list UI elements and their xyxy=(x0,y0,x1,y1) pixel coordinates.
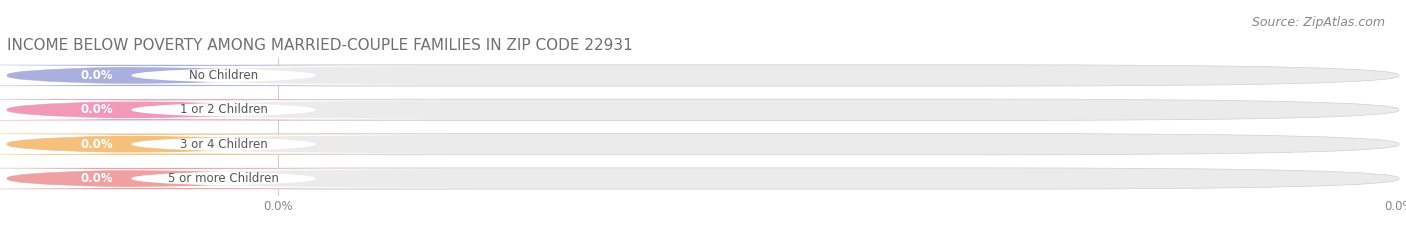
Text: 0.0%: 0.0% xyxy=(80,138,112,151)
FancyBboxPatch shape xyxy=(0,66,505,85)
FancyBboxPatch shape xyxy=(0,169,505,188)
FancyBboxPatch shape xyxy=(0,135,505,154)
FancyBboxPatch shape xyxy=(7,134,1399,155)
Text: 0.0%: 0.0% xyxy=(80,103,112,116)
FancyBboxPatch shape xyxy=(7,168,1399,189)
FancyBboxPatch shape xyxy=(0,168,422,189)
Text: 3 or 4 Children: 3 or 4 Children xyxy=(180,138,267,151)
FancyBboxPatch shape xyxy=(0,65,422,86)
Text: 0.0%: 0.0% xyxy=(80,172,112,185)
FancyBboxPatch shape xyxy=(0,134,422,155)
FancyBboxPatch shape xyxy=(0,100,505,119)
Text: INCOME BELOW POVERTY AMONG MARRIED-COUPLE FAMILIES IN ZIP CODE 22931: INCOME BELOW POVERTY AMONG MARRIED-COUPL… xyxy=(7,38,633,53)
Text: 5 or more Children: 5 or more Children xyxy=(169,172,278,185)
Text: Source: ZipAtlas.com: Source: ZipAtlas.com xyxy=(1251,16,1385,29)
FancyBboxPatch shape xyxy=(7,65,1399,86)
Text: 1 or 2 Children: 1 or 2 Children xyxy=(180,103,267,116)
FancyBboxPatch shape xyxy=(0,99,422,120)
FancyBboxPatch shape xyxy=(7,99,1399,120)
Text: 0.0%: 0.0% xyxy=(80,69,112,82)
Text: No Children: No Children xyxy=(188,69,259,82)
